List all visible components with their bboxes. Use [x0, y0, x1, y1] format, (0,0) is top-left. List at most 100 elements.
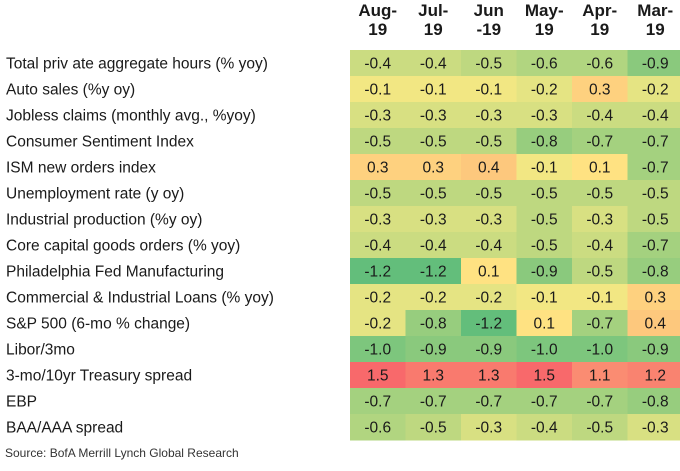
- cell-value: -0.9: [642, 56, 669, 73]
- cell-value: -0.2: [475, 290, 502, 307]
- cell-value: -0.1: [586, 290, 613, 307]
- column-header: Jun -19: [474, 1, 504, 39]
- heatmap-cell: [627, 362, 680, 389]
- heatmap-cell: [350, 154, 406, 181]
- cell-value: -0.3: [475, 212, 502, 229]
- heatmap-cell: [572, 310, 628, 337]
- cell-value: -0.5: [364, 134, 391, 151]
- cell-value: -0.5: [475, 186, 502, 203]
- cell-value: -0.3: [364, 212, 391, 229]
- cell-value: -0.4: [364, 56, 391, 73]
- cell-value: -0.9: [531, 264, 558, 281]
- heatmap-cell: [627, 206, 680, 233]
- row-label: Commercial & Industrial Loans (% yoy): [6, 290, 274, 307]
- cell-value: -1.0: [364, 342, 391, 359]
- cell-value: -0.4: [642, 108, 669, 125]
- heatmap-cell: [405, 284, 462, 311]
- heatmap-cell: [350, 284, 406, 311]
- cell-value: 1.3: [422, 368, 444, 385]
- cell-value: -0.8: [420, 316, 447, 333]
- heatmap-cell: [572, 76, 628, 103]
- cell-value: -0.8: [531, 134, 558, 151]
- cell-value: -0.5: [531, 212, 558, 229]
- cell-value: -1.2: [420, 264, 447, 281]
- cell-value: -0.5: [475, 134, 502, 151]
- cell-value: -0.7: [586, 134, 613, 151]
- heatmap-cell: [516, 102, 573, 129]
- heatmap-cell: [627, 388, 680, 415]
- heatmap-cell: [572, 336, 628, 363]
- heatmap-cell: [405, 50, 462, 77]
- row-label: S&P 500 (6-mo % change): [6, 316, 190, 333]
- cell-value: 1.5: [533, 368, 555, 385]
- cell-value: -0.4: [531, 420, 558, 437]
- cell-value: -0.7: [586, 316, 613, 333]
- cell-value: -0.5: [642, 212, 669, 229]
- cell-value: -0.5: [475, 56, 502, 73]
- cell-value: 1.3: [478, 368, 500, 385]
- heatmap-cell: [405, 232, 462, 259]
- cell-value: 0.1: [533, 316, 555, 333]
- column-header: Jul-19: [418, 1, 448, 39]
- cell-value: -0.3: [586, 212, 613, 229]
- heatmap-cell: [572, 258, 628, 285]
- cell-value: -0.4: [364, 238, 391, 255]
- cell-value: -0.1: [364, 82, 391, 99]
- heatmap-cell: [516, 232, 573, 259]
- cell-value: -0.9: [420, 342, 447, 359]
- cell-value: 0.4: [478, 160, 500, 177]
- cell-value: -0.8: [642, 394, 669, 411]
- cell-value: -0.7: [642, 238, 669, 255]
- cell-value: 0.1: [589, 160, 611, 177]
- heatmap-cell: [461, 180, 517, 207]
- heatmap-cell: [572, 180, 628, 207]
- cell-value: -0.6: [531, 56, 558, 73]
- heatmap-cell: [627, 180, 680, 207]
- heatmap-cell: [350, 128, 406, 155]
- heatmap-cell: [461, 336, 517, 363]
- cell-value: -0.1: [531, 290, 558, 307]
- row-label: Libor/3mo: [6, 342, 75, 359]
- heatmap-cell: [572, 102, 628, 129]
- heatmap-cell: [350, 232, 406, 259]
- heatmap-cell: [405, 310, 462, 337]
- heatmap-cell: [627, 102, 680, 129]
- heatmap-cell: [572, 388, 628, 415]
- heatmap-cell: [405, 414, 462, 441]
- cell-value: -0.2: [364, 316, 391, 333]
- heatmap-cell: [516, 284, 573, 311]
- heatmap-cell: [405, 336, 462, 363]
- row-label: Philadelphia Fed Manufacturing: [6, 264, 224, 281]
- heatmap-cell: [405, 362, 462, 389]
- cell-value: -0.1: [475, 82, 502, 99]
- cell-value: 1.2: [644, 368, 666, 385]
- heatmap-cell: [461, 388, 517, 415]
- cell-value: -0.1: [531, 160, 558, 177]
- column-headers: Aug-19 Jul-19 Jun -19 May-19 Apr-19 Mar-19: [358, 1, 673, 39]
- row-label: Auto sales (%y oy): [6, 82, 135, 99]
- heatmap-cells: -0.4 -0.4 -0.5 -0.6 -0.6 -0.9 -0.1 -0.1 -0.1 -0.2…: [350, 50, 680, 441]
- heatmap-cell: [350, 76, 406, 103]
- heatmap-cell: [350, 258, 406, 285]
- row-label: Total priv ate aggregate hours (% yoy): [6, 56, 268, 73]
- heatmap-cell: [461, 206, 517, 233]
- heatmap-cell: [405, 206, 462, 233]
- cell-value: -0.2: [642, 82, 669, 99]
- cell-value: 0.4: [644, 316, 666, 333]
- column-header: May-19: [525, 1, 564, 39]
- heatmap-cell: [572, 128, 628, 155]
- cell-value: -0.1: [420, 82, 447, 99]
- cell-value: 0.1: [478, 264, 500, 281]
- heatmap-cell: [461, 258, 517, 285]
- cell-value: -1.2: [364, 264, 391, 281]
- row-label: Jobless claims (monthly avg., %yoy): [6, 108, 256, 125]
- cell-value: -0.7: [642, 160, 669, 177]
- heatmap-cell: [627, 154, 680, 181]
- heatmap-cell: [350, 310, 406, 337]
- heatmap-cell: [516, 362, 573, 389]
- heatmap-cell: [461, 284, 517, 311]
- cell-value: -0.5: [642, 186, 669, 203]
- heatmap-cell: [572, 414, 628, 441]
- column-header: Mar-19: [637, 1, 673, 39]
- heatmap-cell: [627, 284, 680, 311]
